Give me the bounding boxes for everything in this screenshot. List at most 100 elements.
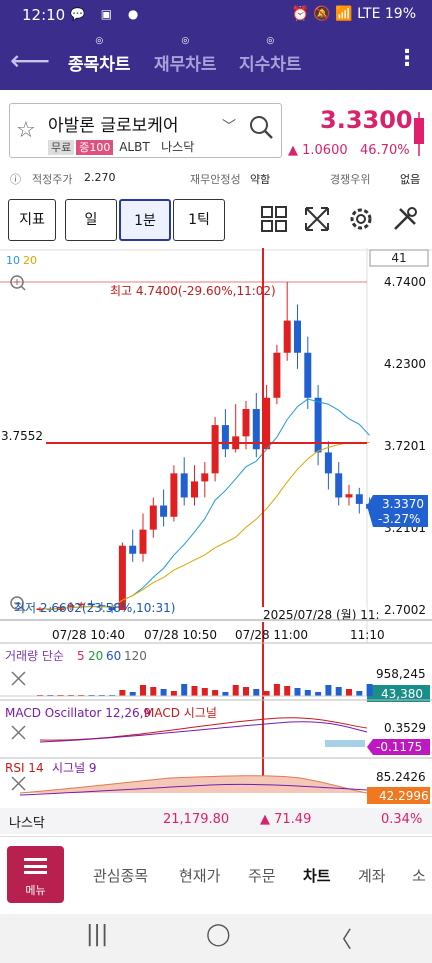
volume-bar	[232, 685, 239, 696]
svg-text:시그널 9: 시그널 9	[52, 761, 97, 775]
favorite-star-icon[interactable]: ☆	[16, 118, 36, 143]
volume-bar	[191, 686, 198, 696]
svg-text:42.2996: 42.2996	[379, 789, 429, 803]
current-price: 3.3300	[320, 106, 413, 134]
menu-button[interactable]: 메뉴	[7, 846, 64, 903]
volume-bar	[253, 689, 260, 696]
candle-body	[324, 452, 332, 474]
back-arrow-icon[interactable]: ⟵	[10, 44, 51, 77]
search-icon[interactable]	[248, 114, 274, 140]
svg-text:85.2426: 85.2426	[376, 770, 426, 784]
candle-body	[129, 545, 137, 554]
layout-grid-icon[interactable]	[259, 204, 289, 234]
x-axis: 07/28 10:40 07/28 10:50 07/28 11:00 11:10	[52, 628, 385, 642]
svg-text:120: 120	[124, 649, 147, 663]
current-pct-tag: -3.27%	[378, 512, 420, 526]
x-tick-label: 11:10	[350, 628, 385, 642]
current-price-tag: 3.3370	[382, 497, 424, 511]
candle-body	[36, 608, 44, 611]
status-notification-icons: 💬 ▣ ●	[70, 7, 145, 21]
candles	[36, 282, 374, 614]
candle-body	[160, 505, 168, 517]
volume-bar	[356, 691, 363, 696]
svg-text:RSI 14: RSI 14	[5, 761, 44, 775]
close-volume-icon[interactable]	[11, 671, 26, 686]
volume-bar	[346, 689, 352, 696]
recent-apps-icon[interactable]: |||	[86, 922, 109, 947]
home-icon[interactable]: ◯	[206, 922, 231, 947]
tools-icon[interactable]	[390, 204, 420, 234]
tab-financial-chart[interactable]: ◎ 재무차트	[154, 36, 217, 75]
ma20-label: 20	[23, 254, 37, 267]
y-tick-label: 3.7201	[384, 439, 426, 453]
y-tick-label: 2.7002	[384, 603, 426, 617]
period-day-button[interactable]: 일	[65, 199, 117, 241]
nav-more[interactable]: 소	[412, 867, 426, 885]
volume-bar	[263, 691, 270, 696]
chevron-down-icon[interactable]: ﹀	[222, 119, 236, 135]
volume-bar	[325, 685, 332, 696]
hamburger-icon	[24, 858, 47, 874]
candle-body	[252, 409, 260, 450]
volume-bar	[304, 690, 311, 696]
stock-name: 아발론 글로보케어	[48, 116, 179, 136]
chart-toolbar: 지표 일 1분 1틱	[0, 196, 432, 246]
status-bar: 12:10 💬 ▣ ● ⏰ 🔕 📶 LTE 19%	[0, 0, 432, 32]
more-menu-icon[interactable]: ⋮	[396, 46, 418, 71]
valuation-row: ⓘ 적정주가 2.270 재무안정성 약함 경쟁우위 없음	[10, 171, 421, 186]
volume-bar	[294, 688, 301, 696]
candle-body	[304, 352, 312, 398]
fullscreen-icon[interactable]	[302, 204, 332, 234]
tab-stock-chart[interactable]: ◎ 종목차트	[68, 36, 131, 75]
nav-watchlist[interactable]: 관심종목	[93, 867, 149, 885]
close-macd-icon[interactable]	[11, 725, 26, 740]
volume-bar	[243, 687, 249, 696]
ma10-label: 10	[6, 254, 20, 267]
svg-text:5: 5	[77, 649, 85, 663]
index-change: ▲ 71.49	[260, 812, 312, 827]
settings-gear-icon[interactable]	[346, 204, 376, 234]
stock-selector[interactable]: ☆ 아발론 글로보케어 ﹀ 무료 증100 ALBT 나스닥	[9, 103, 282, 158]
ma20-line	[39, 441, 370, 610]
new-badge-icon: ◎	[95, 36, 104, 46]
period-tick-button[interactable]: 1틱	[173, 199, 225, 241]
candle-body	[242, 409, 250, 437]
app-bar: ⟵ ◎ 종목차트 ◎ 재무차트 ◎ 지수차트 ⋮	[0, 32, 432, 90]
candle-body	[211, 425, 219, 474]
help-icon[interactable]: ⓘ	[10, 173, 21, 186]
volume-bar	[140, 685, 146, 696]
candle-body	[139, 529, 147, 554]
nav-order[interactable]: 주문	[248, 867, 276, 885]
bottom-nav: 메뉴 관심종목 현재가 주문 차트 계좌 소	[0, 836, 432, 914]
candle-body	[67, 605, 75, 607]
index-name: 나스닥	[9, 816, 45, 831]
index-bar[interactable]: 나스닥 21,179.80 ▲ 71.49 0.34%	[0, 808, 432, 834]
candle-body	[180, 473, 188, 498]
svg-text:거래량 단순: 거래량 단순	[5, 649, 64, 663]
market: 나스닥	[161, 140, 195, 154]
nav-account[interactable]: 계좌	[358, 867, 386, 885]
ticker: ALBT	[119, 140, 150, 154]
zoom-out-icon[interactable]	[10, 596, 26, 612]
candlestick-chart[interactable]: 10 20 41 4.74004.23003.72013.21012.7002 …	[0, 248, 432, 808]
candle-body	[191, 481, 198, 498]
zoom-in-icon[interactable]	[10, 275, 26, 291]
svg-text:0.3529: 0.3529	[384, 721, 426, 735]
back-icon[interactable]: 〈	[330, 928, 353, 953]
nav-chart[interactable]: 차트	[303, 867, 331, 885]
volume-bar	[222, 692, 229, 696]
candle-body	[108, 606, 116, 611]
free-tag: 무료	[48, 140, 75, 155]
tab-index-chart[interactable]: ◎ 지수차트	[239, 36, 302, 75]
close-rsi-icon[interactable]	[11, 776, 26, 791]
candle-body	[98, 605, 106, 607]
nav-current-price[interactable]: 현재가	[179, 867, 221, 885]
svg-text:20: 20	[88, 649, 103, 663]
svg-text:60: 60	[106, 649, 121, 663]
indicator-button[interactable]: 지표	[8, 199, 56, 241]
crosshair-time: 2025/07/28 (월) 11:	[263, 608, 380, 622]
svg-text:MACD 시그널: MACD 시그널	[144, 706, 217, 720]
candle-body	[273, 352, 281, 398]
period-minute-button[interactable]: 1분	[119, 199, 171, 241]
